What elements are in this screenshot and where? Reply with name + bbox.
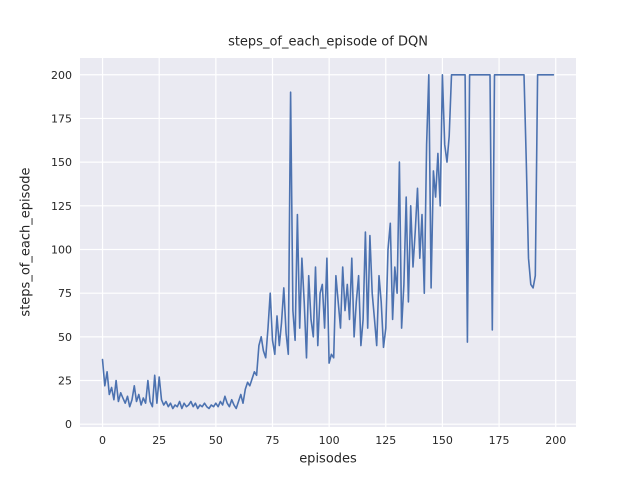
x-tick-label: 25 xyxy=(152,434,166,447)
y-tick-label: 125 xyxy=(51,200,72,213)
x-tick-label: 200 xyxy=(545,434,566,447)
x-axis-label: episodes xyxy=(299,451,357,467)
y-tick-label: 75 xyxy=(58,287,72,300)
x-tick-label: 150 xyxy=(432,434,453,447)
y-tick-label: 100 xyxy=(51,243,72,256)
y-tick-label: 200 xyxy=(51,69,72,82)
x-tick-label: 125 xyxy=(375,434,396,447)
y-axis-label: steps_of_each_episode xyxy=(18,167,34,317)
data-line xyxy=(101,74,555,410)
x-tick-label: 175 xyxy=(489,434,510,447)
x-tick-label: 75 xyxy=(265,434,279,447)
x-tick-label: 0 xyxy=(99,434,106,447)
chart-title: steps_of_each_episode of DQN xyxy=(228,34,428,50)
y-tick-label: 0 xyxy=(65,418,72,431)
y-tick-label: 175 xyxy=(51,112,72,125)
x-tick-label: 50 xyxy=(209,434,223,447)
y-tick-label: 25 xyxy=(58,375,72,388)
x-tick-label: 100 xyxy=(319,434,340,447)
y-tick-label: 50 xyxy=(58,331,72,344)
plot-area xyxy=(80,58,576,427)
y-tick-label: 150 xyxy=(51,156,72,169)
